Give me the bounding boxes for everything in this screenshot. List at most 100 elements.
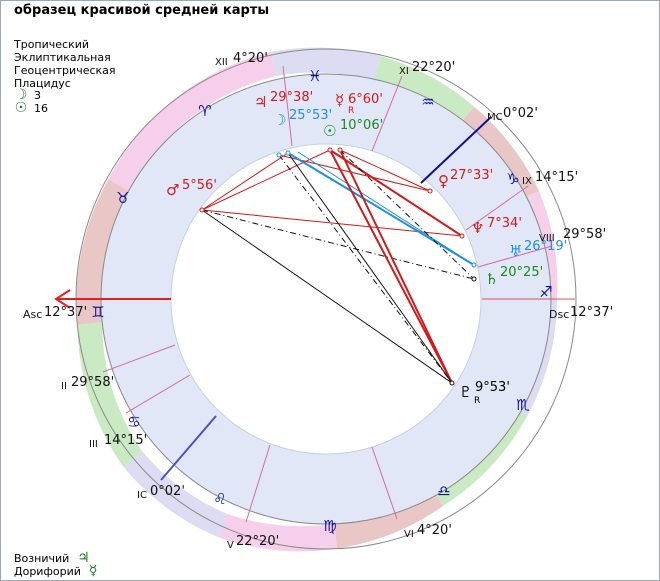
house-2-roman: II bbox=[61, 381, 67, 392]
house-12-degree: 4°20' bbox=[233, 51, 268, 66]
mercury-icon: ☿ bbox=[88, 563, 98, 579]
aspect-line bbox=[297, 151, 475, 266]
signature-sun-value: 16 bbox=[34, 102, 48, 115]
moon-icon: ☽ bbox=[273, 111, 286, 129]
planet-marker bbox=[459, 233, 465, 239]
planet-marker bbox=[276, 152, 282, 158]
aspect-line bbox=[329, 149, 453, 384]
house-2-degree: 29°58' bbox=[71, 375, 114, 390]
cusp-2 bbox=[102, 344, 176, 373]
cancer-icon: ♋ bbox=[127, 413, 140, 431]
aspect-line bbox=[287, 152, 453, 384]
aquarius-icon: ♒ bbox=[421, 93, 434, 111]
dsc-prefix: Dsc bbox=[549, 308, 569, 321]
leo-icon: ♌ bbox=[213, 490, 226, 508]
sun-icon: ☉ bbox=[323, 122, 336, 140]
mc-axis bbox=[420, 116, 492, 184]
uranus-degree: 26°19' bbox=[524, 239, 567, 254]
aspect-line bbox=[201, 152, 289, 211]
dsc-degree: 12°37' bbox=[570, 305, 613, 320]
planet-marker bbox=[471, 262, 477, 268]
house-9-degree: 14°15' bbox=[535, 170, 578, 185]
aries-icon: ♈ bbox=[198, 102, 211, 120]
house-6-degree: 4°20' bbox=[417, 523, 452, 538]
signature-moon: ☽ 3 bbox=[14, 87, 48, 103]
sun-degree: 10°06' bbox=[340, 118, 383, 133]
ic-degree: 0°02' bbox=[150, 484, 185, 499]
zodiac-segment-gemini bbox=[77, 322, 142, 468]
signature-sun: ☉ 16 bbox=[14, 100, 48, 116]
venus-icon: ♀ bbox=[438, 172, 449, 190]
jupiter-icon: ♃ bbox=[77, 550, 90, 566]
signature-list: ☽ 3 ☉ 16 bbox=[14, 87, 48, 116]
mars-degree: 5°56' bbox=[182, 178, 217, 193]
planet-marker bbox=[471, 276, 477, 282]
capricorn-icon: ♑ bbox=[506, 170, 519, 188]
scorpio-icon: ♏ bbox=[516, 396, 530, 414]
planet-marker bbox=[449, 380, 455, 386]
neptune-degree: 7°34' bbox=[487, 216, 522, 231]
mars-icon: ♂ bbox=[166, 181, 179, 199]
house-3-degree: 14°15' bbox=[104, 433, 147, 448]
mercury-icon: ☿ bbox=[335, 91, 344, 109]
inner-circle bbox=[170, 143, 482, 455]
house-5-roman: V bbox=[227, 540, 234, 551]
pluto-retro: R bbox=[474, 396, 480, 406]
mc-degree: 0°02' bbox=[503, 106, 538, 121]
cusp-12 bbox=[282, 65, 293, 147]
aspect-line bbox=[287, 152, 475, 266]
mc-prefix: MC bbox=[487, 112, 503, 123]
house-labels: XII 4°20' XI 22°20' MC 0°02' IX 14°15' V… bbox=[23, 51, 613, 551]
aspect-line bbox=[339, 149, 431, 192]
mercury-retro: R bbox=[348, 106, 354, 116]
asc-prefix: Asc bbox=[23, 308, 42, 321]
house-cusps bbox=[102, 65, 553, 523]
sun-icon: ☉ bbox=[14, 100, 28, 116]
house-5-degree: 22°20' bbox=[236, 534, 279, 549]
planet-marker bbox=[285, 150, 291, 156]
sagittarius-icon: ♐ bbox=[539, 283, 552, 301]
setting-center: Геоцентрическая bbox=[14, 64, 116, 77]
zodiac-glyphs: ♓ ♒ ♑ ♐ ♏ ♎ ♍ ♌ ♋ ♊ ♉ ♈ bbox=[91, 67, 552, 535]
house-9-roman: IX bbox=[522, 176, 532, 187]
jupiter-icon: ♃ bbox=[254, 93, 267, 111]
star-label-capella: Возничий bbox=[14, 552, 70, 565]
signature-moon-value: 3 bbox=[34, 89, 41, 102]
ic-prefix: IC bbox=[137, 490, 147, 501]
house-11-roman: XI bbox=[399, 66, 409, 77]
house-11-degree: 22°20' bbox=[412, 60, 455, 75]
setting-house-system: Плацидус bbox=[14, 77, 71, 90]
aspect-line bbox=[278, 154, 431, 192]
zodiac-segment-aquarius bbox=[373, 56, 475, 126]
planet-markers bbox=[199, 147, 477, 386]
cusp-11 bbox=[371, 75, 403, 152]
pisces-icon: ♓ bbox=[308, 67, 321, 85]
house-12-roman: XII bbox=[215, 57, 228, 68]
jupiter-degree: 29°38' bbox=[270, 90, 313, 105]
mercury-degree: 6°60' bbox=[348, 92, 383, 107]
chart-settings: Тропический Эклиптикальная Геоцентрическ… bbox=[14, 38, 116, 90]
moon-icon: ☽ bbox=[14, 87, 28, 103]
aspect-line bbox=[339, 149, 475, 280]
aspect-line bbox=[201, 209, 453, 384]
fixed-stars: Возничий ♃ Дорифорий ☿ bbox=[14, 550, 98, 579]
setting-zodiac: Тропический bbox=[14, 38, 90, 51]
zodiac-segment-pisces bbox=[271, 47, 382, 81]
saturn-degree: 20°25' bbox=[500, 265, 543, 280]
venus-degree: 27°33' bbox=[450, 168, 493, 183]
libra-icon: ♎ bbox=[437, 482, 450, 500]
star-row-capella: Возничий ♃ bbox=[14, 550, 97, 566]
cusp-9 bbox=[465, 185, 529, 231]
star-row-doryphorus: Дорифорий ☿ bbox=[14, 563, 98, 579]
aspect-line bbox=[339, 149, 453, 384]
moon-degree: 25°53' bbox=[289, 108, 332, 123]
planet-marker bbox=[427, 188, 433, 194]
aspect-line bbox=[329, 149, 463, 237]
zodiac-segment-leo bbox=[218, 514, 338, 552]
pluto-icon: ♇ bbox=[459, 383, 472, 401]
pluto-degree: 9°53' bbox=[475, 380, 510, 395]
star-label-doryphorus: Дорифорий bbox=[14, 565, 81, 578]
aspect-line bbox=[278, 154, 453, 384]
asc-degree: 12°37' bbox=[44, 305, 87, 320]
